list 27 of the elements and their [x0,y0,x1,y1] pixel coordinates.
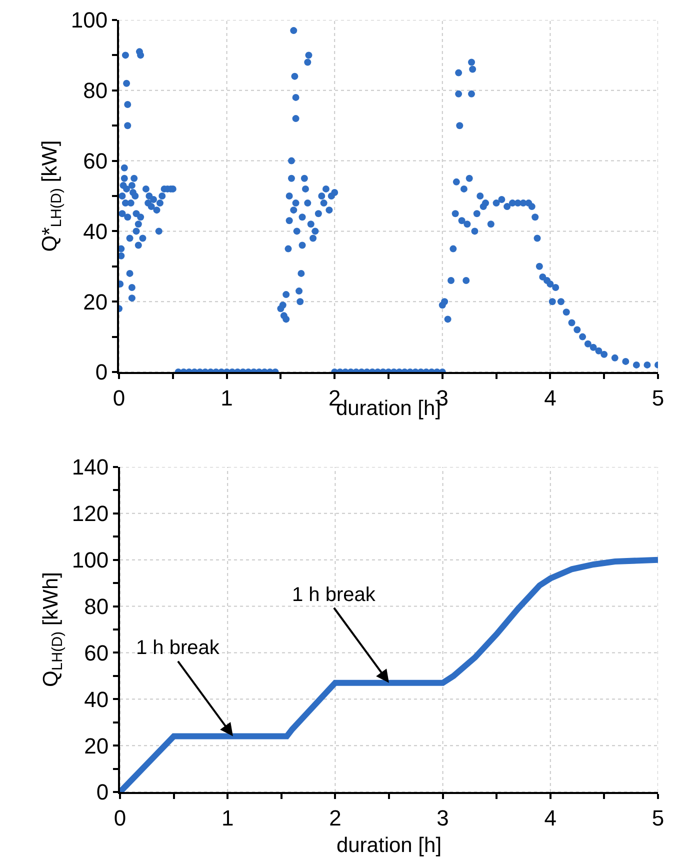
y-tick-label: 100 [70,8,108,33]
y-tick-label: 80 [83,78,108,104]
y-tick-label: 40 [84,686,109,712]
x-tick-label: 4 [544,805,557,830]
x-tick-label: 0 [112,385,126,410]
annotation: 1 h break [136,637,220,659]
y-tick-label: 0 [95,360,108,385]
y-tick-label: 20 [83,289,108,314]
x-tick-label: 1 [221,805,234,830]
x-tick-label: 5 [652,385,664,410]
x-tick-label: 1 [220,385,233,410]
y-tick-label: 60 [84,640,109,666]
annotation: 1 h break [292,584,376,606]
x-tick-label: 0 [114,805,126,830]
x-tick-label: 3 [436,805,449,830]
y-tick-label: 20 [84,733,109,758]
y-tick-label: 120 [72,501,109,526]
y-tick-label: 140 [72,454,109,480]
y-tick-label: 40 [83,218,108,244]
x-tick-label: 4 [544,385,556,410]
y-tick-label: 80 [84,594,109,619]
y-tick-label: 0 [96,780,109,805]
y-tick-label: 60 [83,148,108,174]
y-tick-label: 100 [72,548,109,573]
x-axis-title: duration [h] [336,834,442,858]
x-tick-label: 5 [652,805,664,830]
x-tick-label: 2 [329,805,342,830]
